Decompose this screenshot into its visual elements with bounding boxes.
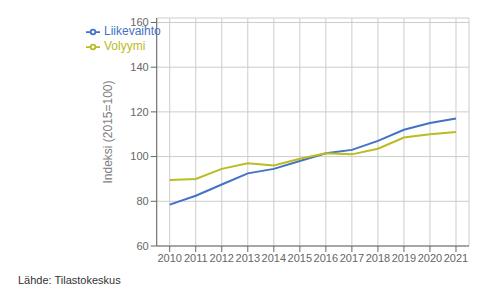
svg-text:2013: 2013 <box>236 252 260 264</box>
svg-text:120: 120 <box>130 106 148 118</box>
svg-text:2019: 2019 <box>392 252 416 264</box>
svg-text:2018: 2018 <box>366 252 390 264</box>
svg-text:60: 60 <box>136 240 148 252</box>
svg-text:2012: 2012 <box>210 252 234 264</box>
svg-text:2017: 2017 <box>340 252 364 264</box>
svg-text:2011: 2011 <box>184 252 208 264</box>
svg-text:140: 140 <box>130 61 148 73</box>
svg-text:2010: 2010 <box>157 252 181 264</box>
svg-text:80: 80 <box>136 195 148 207</box>
svg-text:2021: 2021 <box>444 252 468 264</box>
svg-text:2016: 2016 <box>314 252 338 264</box>
svg-text:2014: 2014 <box>262 252 286 264</box>
svg-text:2015: 2015 <box>288 252 312 264</box>
svg-text:160: 160 <box>130 16 148 28</box>
svg-text:100: 100 <box>130 150 148 162</box>
svg-text:2020: 2020 <box>418 252 442 264</box>
svg-text:Indeksi (2015=100): Indeksi (2015=100) <box>101 80 115 183</box>
